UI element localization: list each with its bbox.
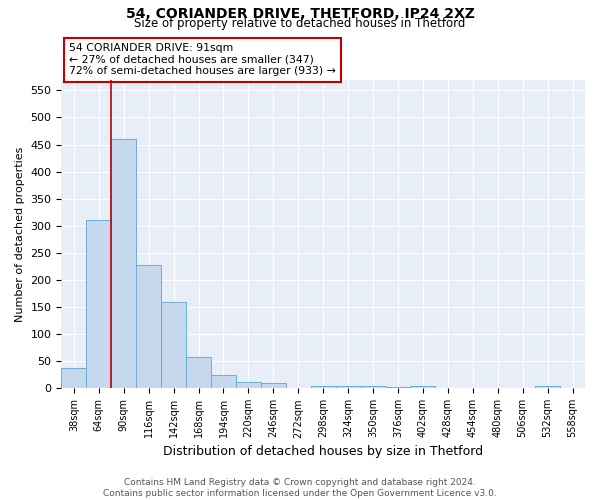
Bar	[535, 386, 560, 388]
Bar	[410, 386, 436, 388]
Bar	[386, 387, 410, 388]
Y-axis label: Number of detached properties: Number of detached properties	[15, 146, 25, 322]
Bar	[261, 384, 286, 388]
Bar	[161, 302, 186, 388]
Text: Size of property relative to detached houses in Thetford: Size of property relative to detached ho…	[134, 18, 466, 30]
Bar	[111, 139, 136, 388]
Bar	[335, 386, 361, 388]
Bar	[311, 386, 335, 388]
Text: 54 CORIANDER DRIVE: 91sqm
← 27% of detached houses are smaller (347)
72% of semi: 54 CORIANDER DRIVE: 91sqm ← 27% of detac…	[69, 44, 336, 76]
Bar	[61, 368, 86, 388]
Bar	[186, 358, 211, 388]
Bar	[211, 375, 236, 388]
Text: Contains HM Land Registry data © Crown copyright and database right 2024.
Contai: Contains HM Land Registry data © Crown c…	[103, 478, 497, 498]
Bar	[236, 382, 261, 388]
Bar	[136, 265, 161, 388]
Bar	[361, 386, 386, 388]
Bar	[86, 220, 111, 388]
X-axis label: Distribution of detached houses by size in Thetford: Distribution of detached houses by size …	[163, 444, 483, 458]
Text: 54, CORIANDER DRIVE, THETFORD, IP24 2XZ: 54, CORIANDER DRIVE, THETFORD, IP24 2XZ	[125, 8, 475, 22]
